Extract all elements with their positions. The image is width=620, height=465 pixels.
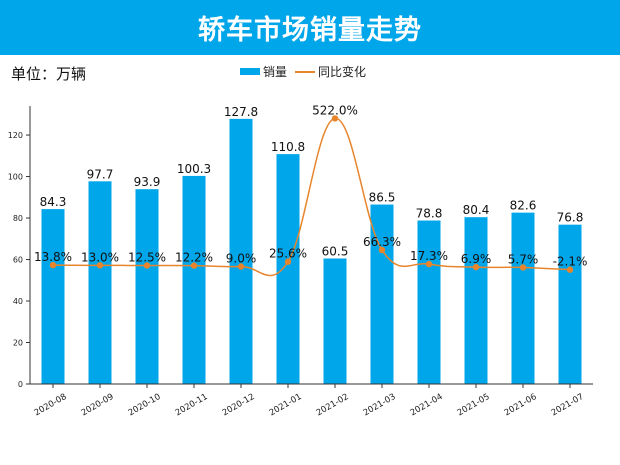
yoy-point [472, 263, 480, 271]
yoy-point [331, 115, 339, 122]
x-tick-label: 2021-06 [503, 392, 539, 418]
bar-value-label: 127.8 [224, 105, 258, 119]
bar-value-label: 82.6 [510, 199, 537, 213]
x-tick-label: 2021-04 [409, 392, 445, 418]
x-tick-label: 2020-08 [33, 392, 69, 418]
bar-value-label: 78.8 [416, 207, 443, 221]
yoy-point [143, 262, 151, 269]
legend-label-sales: 销量 [263, 65, 288, 79]
yoy-value-label: 12.5% [128, 250, 166, 264]
bar-value-label: 76.8 [557, 211, 584, 225]
x-tick-label: 2021-05 [456, 392, 492, 418]
legend-label-yoy: 同比变化 [318, 65, 367, 79]
bar-value-label: 100.3 [177, 162, 211, 176]
yoy-value-label: 12.2% [175, 251, 213, 265]
x-tick-label: 2020-11 [174, 392, 210, 418]
bar [88, 181, 112, 384]
x-tick-label: 2020-12 [221, 392, 257, 418]
bar [229, 118, 253, 385]
bar [558, 224, 582, 384]
bar-value-label: 80.4 [463, 203, 490, 217]
x-tick-label: 2021-07 [550, 392, 586, 418]
bar [464, 217, 488, 384]
yoy-value-label: 6.9% [461, 252, 492, 266]
y-tick-label: 60 [13, 256, 23, 265]
chart-title: 轿车市场销量走势 [198, 15, 422, 46]
y-tick-label: 40 [13, 297, 23, 306]
yoy-point [425, 260, 433, 268]
yoy-point [190, 262, 198, 269]
yoy-point [96, 262, 104, 269]
legend-swatch-bar [240, 68, 260, 75]
bar-value-label: 110.8 [271, 140, 305, 154]
bar [276, 154, 300, 384]
y-tick-label: 80 [13, 214, 23, 223]
y-tick-label: 0 [18, 380, 23, 389]
yoy-value-label: 17.3% [410, 249, 448, 263]
yoy-value-label: 13.0% [81, 250, 119, 264]
y-tick-label: 120 [8, 131, 23, 140]
yoy-point [49, 261, 57, 269]
header-banner: 轿车市场销量走势 [0, 0, 620, 55]
x-tick-label: 2021-02 [315, 392, 351, 418]
bar [135, 189, 159, 384]
yoy-value-label: 66.3% [363, 235, 401, 249]
x-tick-label: 2020-10 [127, 392, 163, 418]
yoy-point [284, 258, 292, 265]
yoy-value-label: 9.0% [226, 252, 257, 266]
legend: 销量 同比变化 [240, 63, 366, 80]
y-tick-label: 20 [13, 339, 23, 348]
bar [41, 209, 65, 384]
yoy-value-label: 25.6% [269, 247, 307, 261]
x-tick-label: 2021-01 [268, 392, 304, 418]
yoy-value-label: 13.8% [34, 250, 72, 264]
unit-label: 单位：万辆 [11, 65, 87, 83]
bar-value-label: 86.5 [369, 191, 396, 205]
bar [511, 212, 535, 384]
x-tick-label: 2021-03 [362, 392, 398, 418]
yoy-value-label: -2.1% [553, 255, 588, 269]
yoy-point [378, 246, 386, 254]
bar-value-label: 84.3 [40, 195, 67, 209]
bar-value-label: 60.5 [322, 244, 349, 258]
yoy-point [566, 266, 574, 273]
yoy-point [237, 263, 245, 270]
bar [182, 175, 206, 384]
yoy-value-label: 5.7% [508, 252, 539, 266]
yoy-point [519, 264, 527, 271]
y-tick-label: 100 [8, 173, 23, 182]
bar-value-label: 97.7 [87, 167, 114, 181]
bar [323, 258, 347, 384]
legend-swatch-line [295, 70, 316, 73]
bar-value-label: 93.9 [134, 175, 161, 189]
bar [417, 220, 441, 384]
bar [370, 204, 394, 384]
x-tick-label: 2020-09 [80, 392, 116, 418]
yoy-value-label: 522.0% [312, 103, 358, 117]
